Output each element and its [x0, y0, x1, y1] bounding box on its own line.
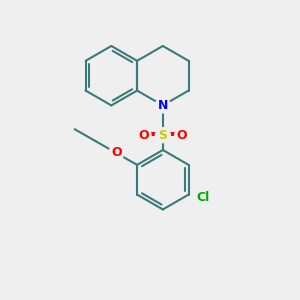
- Text: O: O: [138, 129, 149, 142]
- Text: N: N: [158, 99, 168, 112]
- Circle shape: [109, 146, 124, 160]
- Text: S: S: [158, 129, 167, 142]
- Circle shape: [196, 190, 211, 205]
- Circle shape: [155, 128, 170, 142]
- Text: O: O: [111, 146, 122, 160]
- Circle shape: [155, 98, 170, 113]
- Circle shape: [136, 128, 151, 142]
- Text: O: O: [177, 129, 188, 142]
- Text: Cl: Cl: [197, 191, 210, 204]
- Circle shape: [175, 128, 190, 142]
